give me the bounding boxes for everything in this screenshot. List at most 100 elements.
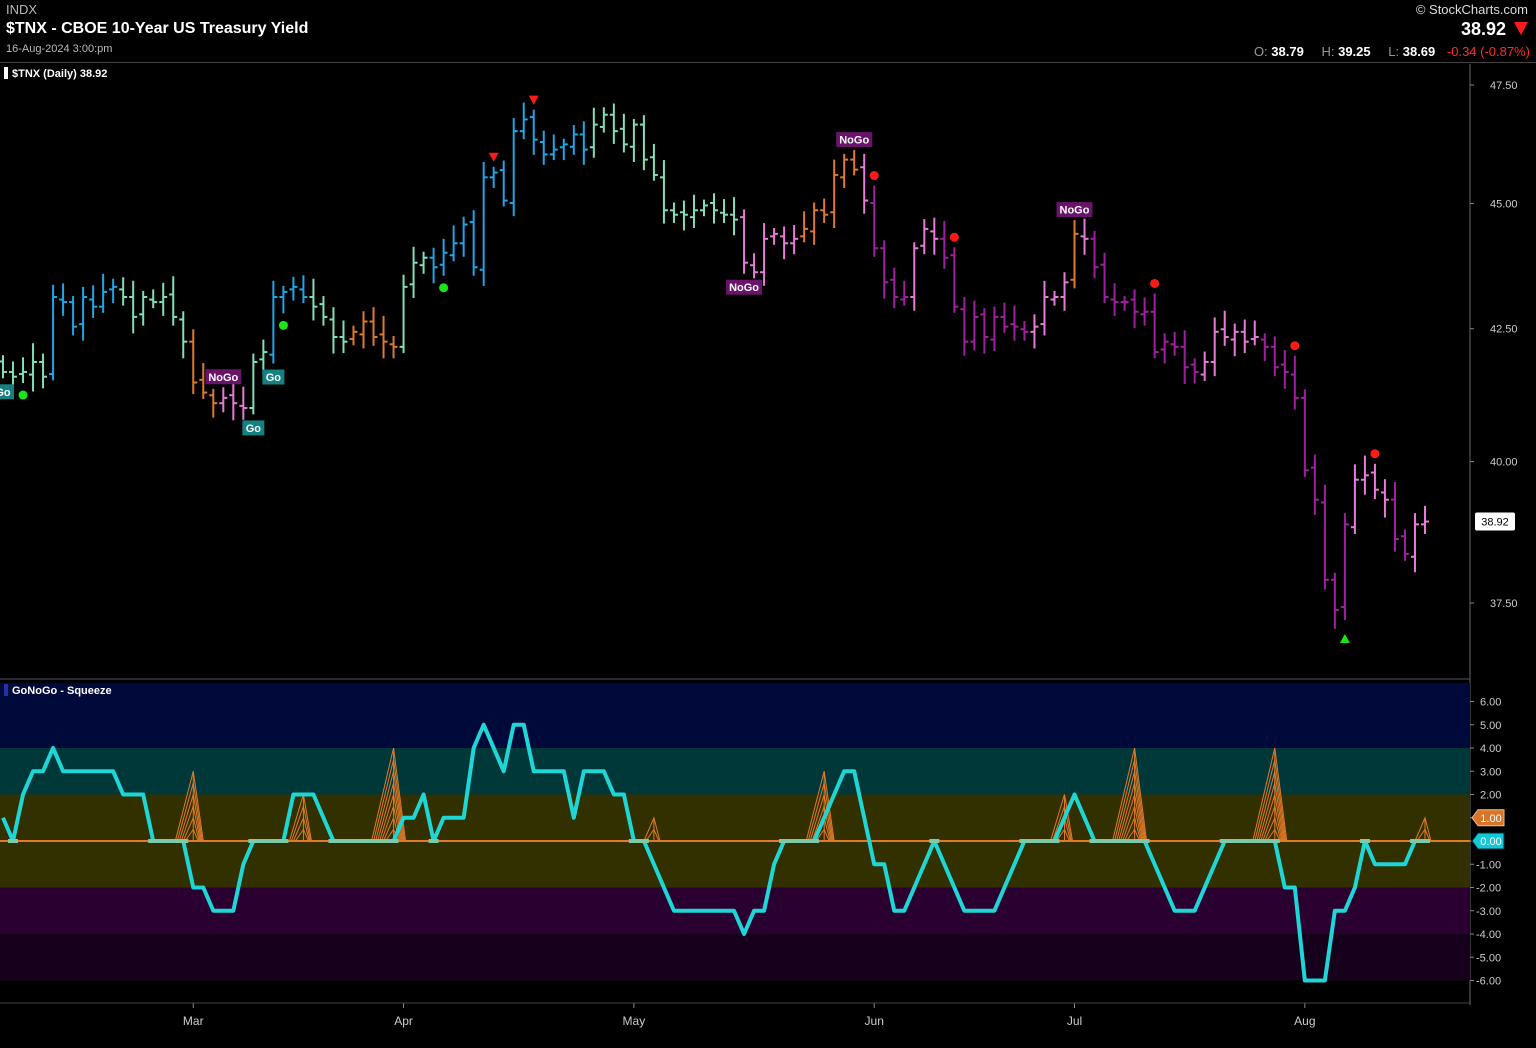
oscillator-zero-point bbox=[258, 839, 269, 843]
oscillator-zero-point bbox=[628, 839, 639, 843]
go-label: Go bbox=[0, 384, 14, 400]
price-bar bbox=[529, 109, 538, 155]
price-bar bbox=[409, 246, 418, 299]
oscillator-zero-point bbox=[178, 839, 189, 843]
price-bar bbox=[1190, 358, 1199, 384]
price-bar bbox=[880, 240, 889, 299]
high-label: H: bbox=[1321, 44, 1335, 59]
label-box bbox=[262, 369, 285, 385]
nogo-signal-dot bbox=[869, 171, 879, 181]
price-bar bbox=[1240, 319, 1249, 354]
oscillator-zero-point bbox=[1139, 839, 1150, 843]
oscillator-zero-point bbox=[1269, 839, 1280, 843]
price-bar bbox=[1270, 336, 1279, 377]
price-bar bbox=[1290, 355, 1299, 410]
price-bar bbox=[499, 160, 508, 207]
price-bar bbox=[189, 329, 198, 395]
price-bar bbox=[1410, 513, 1419, 573]
indicator-y-tick-label: 6.00 bbox=[1480, 697, 1501, 709]
price-bar bbox=[850, 150, 859, 176]
nogo-label: NoGo bbox=[1056, 202, 1093, 218]
x-tick-label: Jul bbox=[1067, 1014, 1082, 1028]
label-text: NoGo bbox=[839, 135, 869, 147]
price-bar bbox=[1340, 513, 1349, 621]
oscillator-zero-point bbox=[328, 839, 339, 843]
price-bar bbox=[259, 339, 268, 374]
triangle-down-icon bbox=[1514, 22, 1528, 35]
price-bar bbox=[710, 193, 718, 224]
label-box bbox=[726, 279, 763, 295]
price-bar bbox=[359, 311, 368, 349]
nogo-label: NoGo bbox=[726, 279, 763, 295]
nogo-signal-dot bbox=[949, 232, 959, 242]
price-bar bbox=[730, 197, 739, 236]
indicator-y-tick-label: 5.00 bbox=[1480, 720, 1501, 732]
oscillator-zero-point bbox=[1109, 839, 1120, 843]
oscillator-zero-point bbox=[1089, 839, 1100, 843]
price-bar bbox=[1380, 479, 1389, 518]
price-bar bbox=[970, 300, 979, 351]
price-bar bbox=[1160, 333, 1169, 364]
go-label: Go bbox=[242, 420, 265, 436]
label-text: NoGo bbox=[1060, 205, 1090, 217]
price-bar bbox=[99, 273, 108, 313]
price-bar bbox=[59, 283, 68, 316]
label-text: NoGo bbox=[208, 372, 238, 384]
price-bar bbox=[1220, 310, 1229, 346]
price-bar bbox=[1350, 464, 1359, 534]
price-bar bbox=[820, 198, 829, 224]
squeeze-spike bbox=[1414, 816, 1432, 842]
price-bar bbox=[179, 311, 188, 359]
indicator-y-tick-label: -4.00 bbox=[1476, 929, 1501, 941]
price-bar bbox=[299, 275, 308, 304]
price-bar bbox=[1421, 505, 1429, 534]
price-bar bbox=[920, 219, 929, 255]
price-bar bbox=[229, 380, 238, 421]
price-bar bbox=[419, 251, 428, 274]
nogo-triangle-icon bbox=[488, 152, 499, 162]
nogo-triangle-icon bbox=[528, 95, 539, 105]
price-bar bbox=[1260, 333, 1269, 361]
price-bar bbox=[900, 280, 909, 306]
price-bar bbox=[1330, 572, 1339, 629]
price-bar bbox=[890, 267, 899, 309]
price-bar bbox=[940, 221, 949, 269]
last-price: 38.92 bbox=[1460, 19, 1506, 39]
indicator-legend: GoNoGo - Squeeze bbox=[4, 684, 112, 697]
oscillator-zero-point bbox=[388, 839, 399, 843]
label-box bbox=[1056, 202, 1093, 218]
price-bar bbox=[1130, 289, 1139, 329]
open-value: 38.79 bbox=[1271, 44, 1304, 59]
header-divider bbox=[0, 62, 1536, 63]
oscillator-zero-point bbox=[278, 839, 289, 843]
oscillator-zero-point bbox=[1039, 839, 1050, 843]
price-bar bbox=[379, 315, 388, 359]
label-box bbox=[836, 132, 873, 148]
price-bar bbox=[910, 242, 919, 311]
price-bar bbox=[1300, 389, 1309, 477]
indicator-y-tick-label: -5.00 bbox=[1476, 952, 1501, 964]
label-box bbox=[205, 369, 242, 385]
chart-title: $TNX - CBOE 10-Year US Treasury Yield bbox=[6, 20, 309, 37]
brand-logo[interactable]: © StockCharts.com bbox=[1415, 2, 1528, 17]
nogo-signal-dot bbox=[1370, 449, 1380, 459]
price-bar bbox=[519, 102, 528, 140]
oscillator-zero-point bbox=[929, 839, 940, 843]
indicator-y-tick-label: 3.00 bbox=[1480, 766, 1501, 778]
price-bar bbox=[309, 278, 318, 321]
oscillator-zero-point bbox=[1029, 839, 1040, 843]
nogo-signal-dot bbox=[1290, 341, 1300, 351]
chart-datetime: 16-Aug-2024 3:00:pm bbox=[6, 43, 113, 55]
oscillator-zero-point bbox=[158, 839, 169, 843]
price-bar bbox=[249, 353, 258, 415]
price-bar bbox=[599, 107, 608, 133]
price-bar bbox=[139, 290, 148, 326]
price-bar bbox=[619, 113, 628, 153]
price-bar bbox=[1170, 331, 1179, 356]
price-bar bbox=[459, 216, 468, 257]
price-bar bbox=[169, 276, 178, 326]
low-value: 38.69 bbox=[1402, 44, 1436, 59]
price-bar bbox=[649, 143, 658, 181]
price-bar bbox=[1090, 230, 1099, 279]
